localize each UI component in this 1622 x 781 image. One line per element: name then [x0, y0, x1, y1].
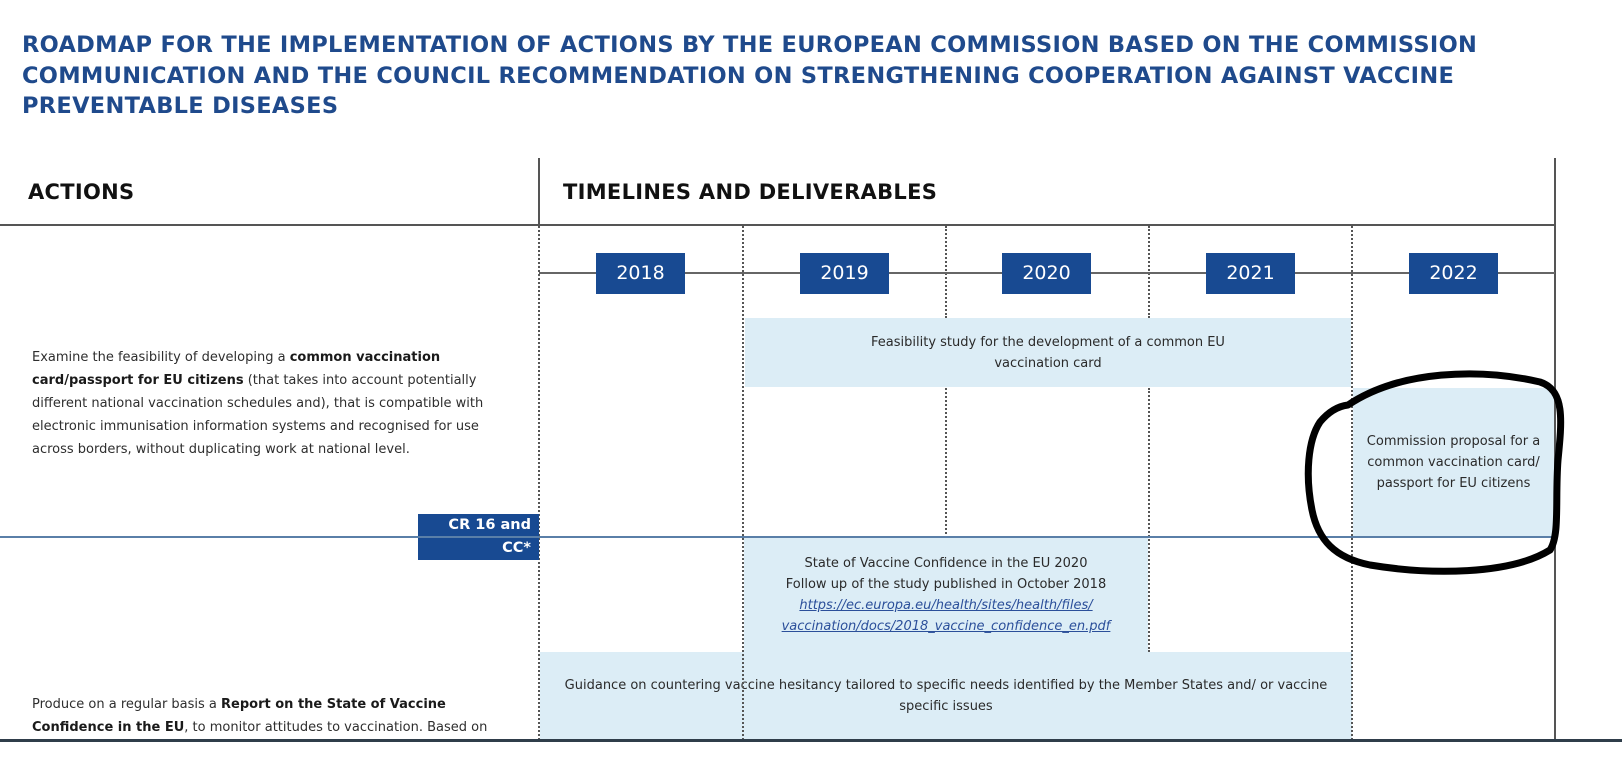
title-line-3: PREVENTABLE DISEASES — [22, 93, 339, 119]
deliverable-hesitancy-guidance: Guidance on countering vaccine hesitancy… — [540, 652, 1352, 740]
report-link-line-2[interactable]: vaccination/docs/2018_vaccine_confidence… — [781, 619, 1111, 634]
actions-header: ACTIONS — [28, 180, 135, 204]
page-bottom-margin — [0, 742, 1622, 781]
annotation-circle-icon — [1304, 370, 1565, 575]
title-line-2: COMMUNICATION AND THE COUNCIL RECOMMENDA… — [22, 62, 1455, 89]
deliverable-commission-proposal: Commission proposal for a common vaccina… — [1353, 388, 1554, 536]
deliverable-text: Commission proposal for a common vaccina… — [1366, 433, 1541, 491]
action-vaccine-confidence: Produce on a regular basis a Report on t… — [32, 693, 522, 739]
deliverable-line-2: Follow up of the study published in Octo… — [785, 577, 1107, 592]
action-highlight: Report on the State of Vaccine Confidenc… — [32, 697, 446, 735]
year-2018: 2018 — [596, 253, 685, 294]
header-bottom-line — [0, 224, 1556, 226]
deliverable-line-1: State of Vaccine Confidence in the EU 20… — [804, 556, 1088, 571]
table-right-border — [1554, 158, 1556, 741]
year-2022: 2022 — [1409, 253, 1498, 294]
document-title: ROADMAP FOR THE IMPLEMENTATION OF ACTION… — [22, 30, 1582, 122]
row-separator — [0, 536, 1556, 538]
year-divider — [945, 388, 947, 538]
action-text: Examine the feasibility of developing a — [32, 350, 290, 365]
year-2021: 2021 — [1206, 253, 1295, 294]
year-divider — [742, 226, 744, 740]
action-text: , to monitor attitudes to vaccination. B… — [184, 720, 488, 735]
year-2019: 2019 — [800, 253, 889, 294]
year-divider — [1148, 388, 1150, 652]
deliverable-text: Guidance on countering vaccine hesitancy… — [564, 678, 1328, 714]
year-divider — [1351, 226, 1353, 740]
deliverable-feasibility-study: Feasibility study for the development of… — [745, 318, 1351, 387]
action-vaccination-card: Examine the feasibility of developing a … — [32, 346, 522, 461]
title-line-1: ROADMAP FOR THE IMPLEMENTATION OF ACTION… — [22, 32, 1478, 58]
deliverable-vaccine-confidence-report: State of Vaccine Confidence in the EU 20… — [744, 538, 1148, 652]
action-highlight: common vaccination card/passport for EU … — [32, 350, 441, 388]
year-2020: 2020 — [1002, 253, 1091, 294]
report-link-line-1[interactable]: https://ec.europa.eu/health/sites/health… — [799, 598, 1093, 613]
timelines-header: TIMELINES AND DELIVERABLES — [563, 180, 938, 204]
year-divider — [538, 226, 540, 740]
action-text: Produce on a regular basis a — [32, 697, 222, 712]
deliverable-text: Feasibility study for the development of… — [871, 334, 1225, 371]
header-divider — [538, 158, 540, 226]
page-bottom-rule — [0, 739, 1622, 742]
action-text: (that takes into account potentially dif… — [32, 373, 484, 457]
